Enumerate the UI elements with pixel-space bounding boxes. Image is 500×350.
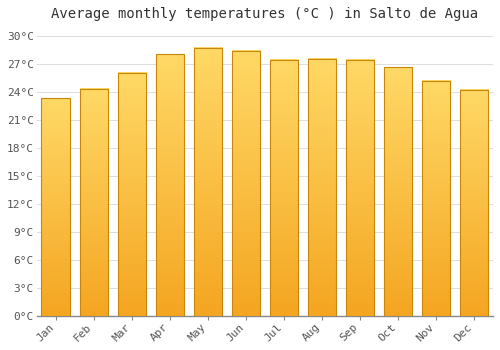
Bar	[346, 60, 374, 316]
Bar	[80, 89, 108, 316]
Bar	[232, 51, 260, 316]
Bar	[422, 80, 450, 316]
Bar	[270, 60, 298, 316]
Bar	[384, 68, 412, 316]
Bar	[460, 90, 488, 316]
Bar	[42, 98, 70, 316]
Bar	[156, 54, 184, 316]
Bar	[308, 59, 336, 316]
Title: Average monthly temperatures (°C ) in Salto de Agua: Average monthly temperatures (°C ) in Sa…	[52, 7, 478, 21]
Bar	[194, 48, 222, 316]
Bar	[118, 73, 146, 316]
